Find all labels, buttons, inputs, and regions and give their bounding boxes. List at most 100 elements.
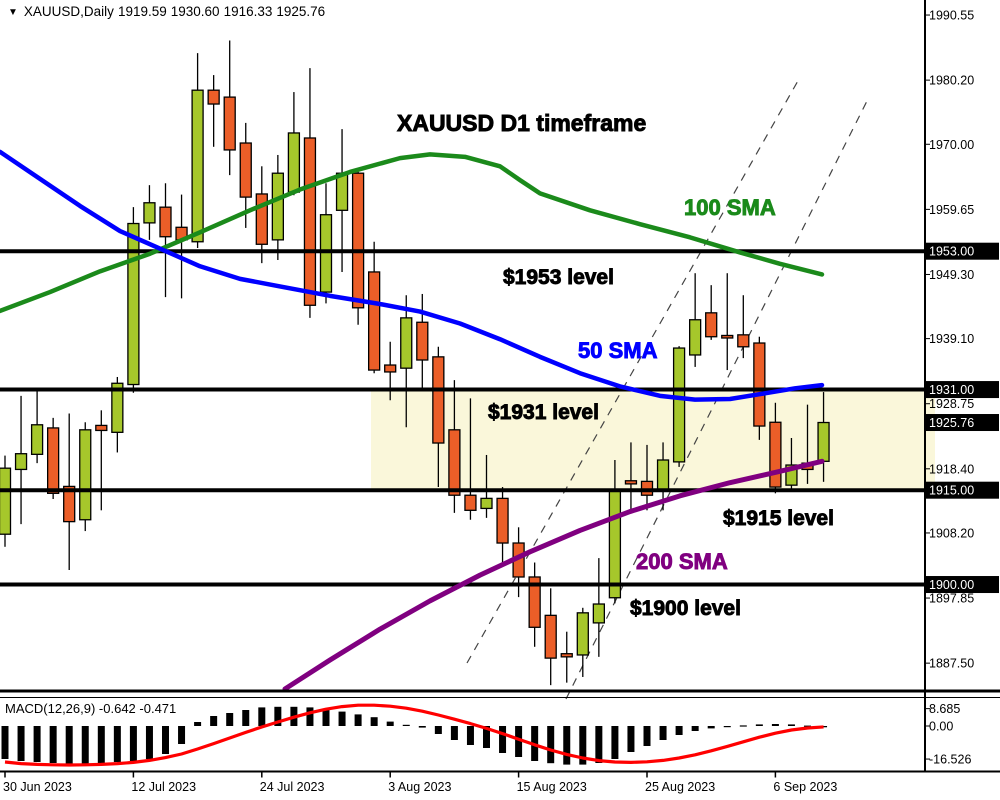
- candle-body: [528, 576, 541, 628]
- macd-histogram-bar: [17, 726, 25, 761]
- macd-histogram-bar: [547, 726, 555, 764]
- badge-bg: [926, 242, 999, 260]
- candle: [255, 166, 268, 264]
- close-value: 1925.76: [276, 4, 326, 19]
- date-axis-label: 6 Sep 2023: [773, 780, 837, 794]
- candle-body: [672, 347, 686, 463]
- macd-histogram-bar: [675, 726, 683, 735]
- macd-histogram-bar: [145, 726, 153, 759]
- price-badge-level: 1931.00: [926, 381, 999, 399]
- candle: [737, 295, 750, 359]
- macd-histogram-bar: [258, 707, 266, 726]
- candle-body: [592, 603, 605, 624]
- high-value: 1930.60: [170, 4, 220, 19]
- price-axis-label: 1897.85: [929, 592, 974, 606]
- badge-bg: [926, 381, 999, 399]
- chart-title-bar: ▼ XAUUSD,Daily 1919.59 1930.60 1916.33 1925.7…: [8, 4, 329, 19]
- macd-histogram-bar: [322, 709, 330, 726]
- candle-body: [480, 497, 493, 510]
- candle-body: [608, 489, 622, 599]
- macd-histogram-bar: [338, 711, 346, 726]
- candle-body: [159, 206, 172, 238]
- macd-histogram-bar: [162, 726, 169, 754]
- date-axis-label: 3 Aug 2023: [388, 780, 451, 794]
- date-axis-label: 30 Jun 2023: [3, 780, 72, 794]
- macd-histogram-bar: [563, 726, 571, 765]
- annotation-level1915-label: $1915 level: [723, 507, 834, 530]
- candle: [576, 607, 589, 677]
- price-badge-current: 1925.76: [926, 414, 999, 432]
- candle-body: [496, 497, 509, 544]
- macd-signal-line: [4, 703, 824, 767]
- macd-histogram-bar: [418, 726, 426, 728]
- macd-histogram-bar: [129, 726, 137, 761]
- badge-bg: [926, 414, 999, 432]
- candle: [159, 183, 172, 298]
- candle-body: [400, 317, 413, 369]
- candle: [175, 194, 188, 299]
- macd-histogram-bar: [739, 725, 747, 727]
- candle-body: [448, 429, 461, 496]
- macd-histogram-bar: [1, 726, 9, 759]
- macd-histogram-bar: [65, 726, 73, 764]
- candle-body: [127, 222, 140, 386]
- candle: [207, 75, 220, 147]
- macd-histogram-bar: [483, 726, 490, 748]
- price-axis-label: 1928.75: [929, 397, 974, 411]
- candle: [287, 92, 301, 196]
- open-value: 1919.59: [117, 4, 167, 19]
- candle: [512, 527, 525, 598]
- macd-histogram-bar: [97, 726, 105, 763]
- price-axis-label: 1959.65: [929, 203, 974, 217]
- candle: [143, 185, 156, 240]
- chart-dropdown-icon[interactable]: ▼: [8, 7, 18, 18]
- candle: [624, 442, 638, 511]
- macd-histogram-bar: [691, 726, 699, 731]
- macd-histogram-bar: [242, 710, 250, 726]
- date-axis-label: 12 Jul 2023: [131, 780, 196, 794]
- candle: [303, 68, 317, 318]
- macd-histogram-bar: [33, 726, 41, 762]
- annotation-sma100-label: 100 SMA: [684, 195, 776, 220]
- candle: [223, 40, 236, 176]
- candle-body: [223, 96, 236, 151]
- highlight-zone: [371, 391, 935, 491]
- candle-body: [384, 364, 397, 373]
- candle: [47, 417, 60, 499]
- price-axis-label: 1980.20: [929, 74, 974, 88]
- candle-body: [624, 480, 638, 485]
- candle: [672, 346, 686, 467]
- candle: [432, 346, 445, 488]
- macd-histogram-bar: [306, 707, 314, 726]
- macd-histogram-bar: [434, 726, 442, 734]
- price-axis-label: 1908.20: [929, 526, 974, 540]
- macd-histogram-bar: [707, 726, 715, 729]
- date-axis-label: 15 Aug 2023: [517, 780, 587, 794]
- candle: [14, 395, 28, 525]
- candle-body: [30, 424, 44, 455]
- candle-body: [0, 467, 12, 535]
- price-axis-label: 1918.40: [929, 462, 974, 476]
- candle-body: [753, 342, 766, 427]
- candle-body: [303, 137, 317, 306]
- candle-body: [63, 485, 76, 523]
- candle-body: [689, 319, 702, 356]
- macd-histogram-bar: [386, 721, 394, 726]
- symbol-period-label: XAUUSD,Daily: [23, 4, 114, 19]
- macd-histogram-bar: [450, 726, 458, 740]
- annotation-level1900-label: $1900 level: [630, 597, 741, 620]
- candle-body: [79, 429, 92, 521]
- price-axis-label: 1990.55: [929, 9, 974, 23]
- macd-histogram-bar: [113, 726, 121, 762]
- candle-body: [769, 421, 782, 488]
- macd-histogram-bar: [627, 726, 635, 752]
- macd-histogram-bar: [194, 722, 202, 726]
- annotation-sma200-label: 200 SMA: [636, 549, 728, 574]
- macd-histogram-bar: [274, 706, 282, 726]
- macd-histogram-bar: [820, 726, 828, 728]
- price-badge-level: 1900.00: [926, 576, 999, 594]
- candle: [785, 437, 798, 492]
- badge-bg: [926, 576, 999, 594]
